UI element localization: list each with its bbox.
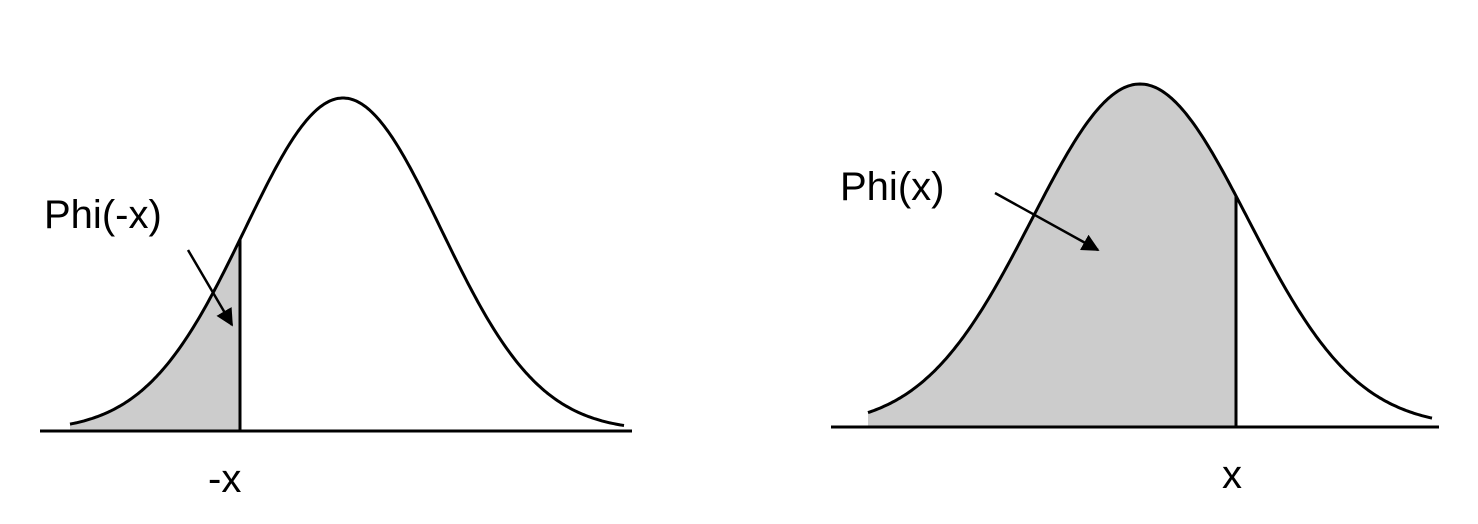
left-area-label: Phi(-x) (44, 193, 162, 237)
right-panel: Phi(x) x (831, 82, 1439, 497)
right-pointer-arrow (994, 191, 1100, 252)
left-panel: Phi(-x) -x (40, 96, 632, 501)
left-pointer-arrow (186, 249, 234, 327)
right-shaded-area (868, 84, 1236, 427)
left-normal-curve (69, 96, 625, 427)
right-cut-label: x (1222, 453, 1242, 497)
left-cut-label: -x (208, 457, 241, 501)
right-normal-curve (867, 82, 1433, 420)
right-area-label: Phi(x) (840, 165, 944, 209)
left-shaded-area (70, 239, 240, 431)
